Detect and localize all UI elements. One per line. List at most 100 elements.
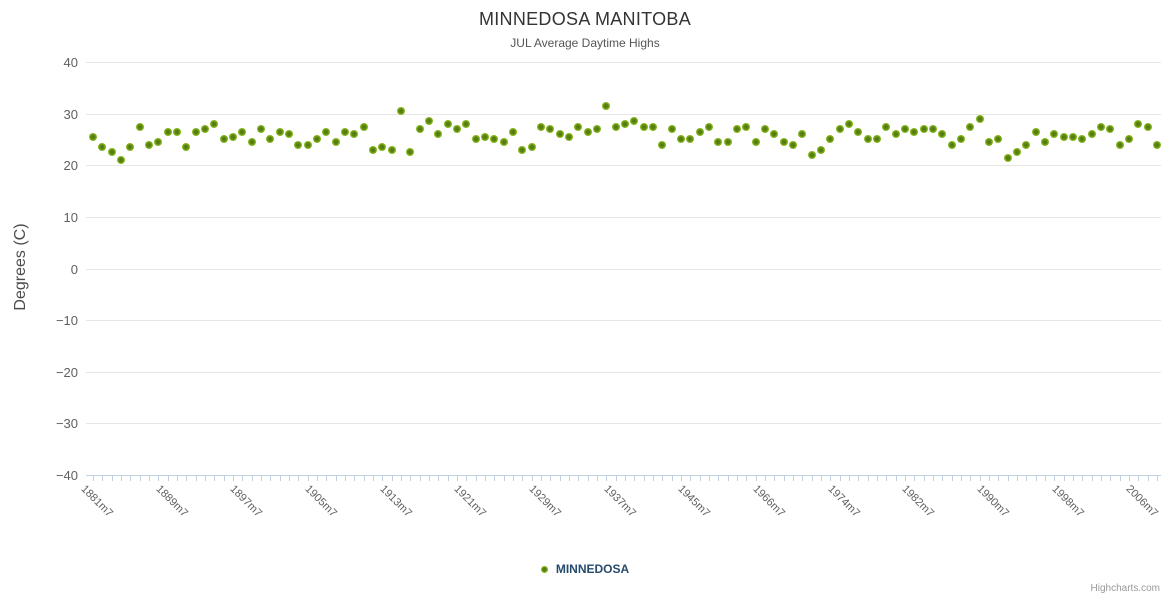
data-point[interactable] [1078, 135, 1087, 144]
legend-item-minnedosa[interactable]: MINNEDOSA [555, 562, 630, 576]
data-point[interactable] [705, 122, 713, 131]
data-point[interactable] [891, 130, 900, 139]
data-point[interactable] [611, 122, 620, 131]
data-point[interactable] [639, 122, 648, 131]
data-point[interactable] [331, 138, 340, 147]
data-point[interactable] [453, 125, 461, 134]
data-point[interactable] [425, 117, 433, 126]
data-point[interactable] [1059, 132, 1068, 141]
data-point[interactable] [378, 143, 387, 152]
data-point[interactable] [1106, 125, 1115, 134]
data-point[interactable] [471, 135, 480, 144]
data-point[interactable] [201, 125, 209, 134]
data-point[interactable] [555, 130, 564, 139]
data-point[interactable] [303, 140, 312, 149]
data-point[interactable] [509, 127, 517, 136]
data-point[interactable] [387, 145, 396, 154]
data-point[interactable] [854, 127, 863, 136]
data-point[interactable] [649, 122, 657, 131]
data-point[interactable] [789, 140, 797, 149]
data-point[interactable] [826, 135, 835, 144]
data-point[interactable] [98, 143, 107, 152]
data-point[interactable] [499, 138, 508, 147]
data-point[interactable] [546, 125, 555, 134]
data-point[interactable] [434, 130, 443, 139]
data-point[interactable] [667, 125, 676, 134]
data-point[interactable] [369, 145, 377, 154]
data-point[interactable] [191, 127, 200, 136]
data-point[interactable] [593, 125, 601, 134]
data-point[interactable] [275, 127, 284, 136]
data-point[interactable] [798, 130, 807, 139]
data-point[interactable] [966, 122, 975, 131]
data-point[interactable] [975, 114, 984, 123]
data-point[interactable] [714, 138, 723, 147]
data-point[interactable] [1087, 130, 1096, 139]
data-point[interactable] [565, 132, 573, 141]
data-point[interactable] [1013, 148, 1021, 157]
data-point[interactable] [817, 145, 825, 154]
data-point[interactable] [695, 127, 704, 136]
data-point[interactable] [658, 140, 667, 149]
data-point[interactable] [1153, 140, 1161, 149]
credits-link[interactable]: Highcharts.com [1090, 583, 1160, 594]
data-point[interactable] [527, 143, 536, 152]
data-point[interactable] [919, 125, 928, 134]
data-point[interactable] [574, 122, 583, 131]
data-point[interactable] [537, 122, 545, 131]
data-point[interactable] [621, 119, 629, 128]
data-point[interactable] [406, 148, 415, 157]
data-point[interactable] [359, 122, 368, 131]
data-point[interactable] [350, 130, 359, 139]
data-point[interactable] [770, 130, 779, 139]
data-point[interactable] [443, 119, 452, 128]
data-point[interactable] [415, 125, 424, 134]
data-point[interactable] [1022, 140, 1031, 149]
data-point[interactable] [761, 125, 769, 134]
data-point[interactable] [1125, 135, 1133, 144]
data-point[interactable] [247, 138, 256, 147]
data-point[interactable] [1050, 130, 1059, 139]
data-point[interactable] [481, 132, 489, 141]
data-point[interactable] [723, 138, 732, 147]
data-point[interactable] [266, 135, 275, 144]
data-point[interactable] [229, 132, 237, 141]
data-point[interactable] [126, 143, 135, 152]
data-point[interactable] [322, 127, 331, 136]
data-point[interactable] [929, 125, 937, 134]
data-point[interactable] [107, 148, 116, 157]
data-point[interactable] [957, 135, 965, 144]
data-point[interactable] [994, 135, 1003, 144]
data-point[interactable] [341, 127, 349, 136]
data-point[interactable] [947, 140, 956, 149]
data-point[interactable] [686, 135, 695, 144]
data-point[interactable] [1134, 119, 1143, 128]
data-point[interactable] [733, 125, 741, 134]
data-point[interactable] [882, 122, 891, 131]
data-point[interactable] [163, 127, 172, 136]
data-point[interactable] [845, 119, 853, 128]
data-point[interactable] [490, 135, 499, 144]
data-point[interactable] [145, 140, 153, 149]
data-point[interactable] [910, 127, 919, 136]
data-point[interactable] [779, 138, 788, 147]
data-point[interactable] [602, 101, 611, 110]
data-point[interactable] [1097, 122, 1105, 131]
data-point[interactable] [901, 125, 909, 134]
data-point[interactable] [518, 145, 527, 154]
data-point[interactable] [807, 150, 816, 159]
data-point[interactable] [835, 125, 844, 134]
data-point[interactable] [863, 135, 872, 144]
data-point[interactable] [135, 122, 144, 131]
data-point[interactable] [1031, 127, 1040, 136]
data-point[interactable] [313, 135, 321, 144]
data-point[interactable] [873, 135, 881, 144]
data-point[interactable] [182, 143, 191, 152]
data-point[interactable] [938, 130, 947, 139]
data-point[interactable] [285, 130, 293, 139]
data-point[interactable] [751, 138, 760, 147]
data-point[interactable] [219, 135, 228, 144]
data-point[interactable] [117, 156, 125, 165]
data-point[interactable] [257, 125, 265, 134]
data-point[interactable] [397, 107, 405, 116]
